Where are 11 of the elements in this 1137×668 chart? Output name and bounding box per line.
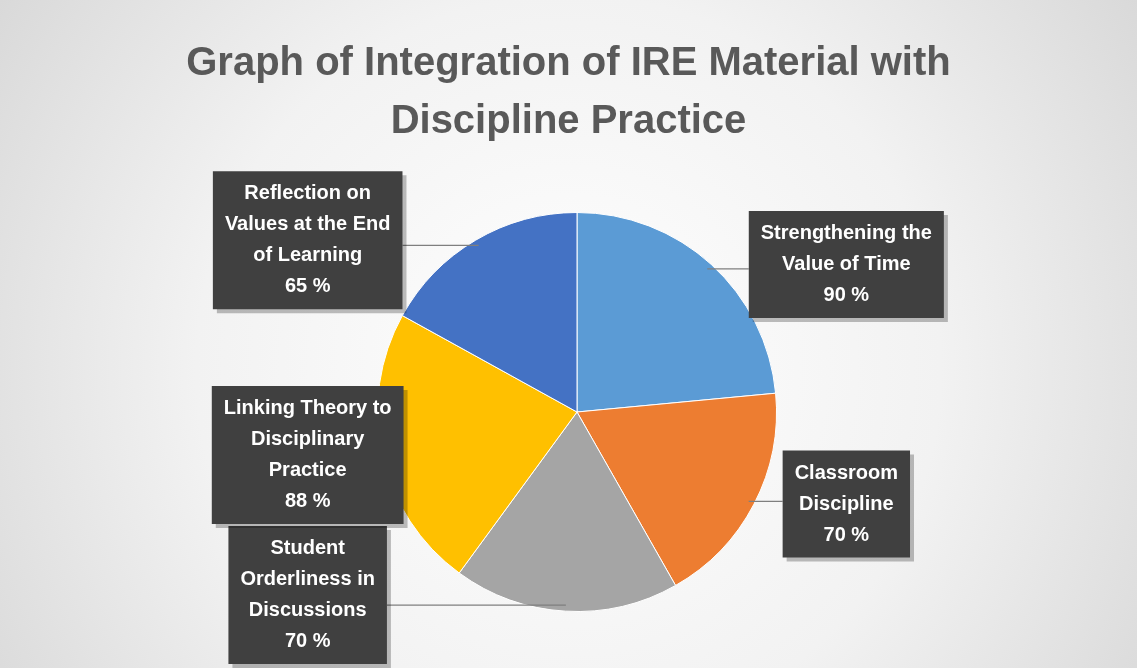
data-label: 90 % (823, 282, 870, 305)
data-label: 70 % (284, 629, 331, 652)
slice-label: Reflection on Values at the End of Learning (224, 181, 391, 266)
slice-label: Linking Theory to Disciplinary Practice (223, 396, 392, 481)
slice-label: Classroom Discipline (794, 460, 899, 514)
data-label: 70 % (823, 522, 870, 545)
data-label: 88 % (284, 489, 331, 512)
chart-title: Graph of Integration of IRE Material with Discipline Practice (185, 38, 952, 143)
data-label: 65 % (284, 274, 331, 297)
slice-label: Strengthening the Value of Time (760, 220, 932, 274)
slice-label: Student Orderliness in Discussions (240, 536, 375, 621)
